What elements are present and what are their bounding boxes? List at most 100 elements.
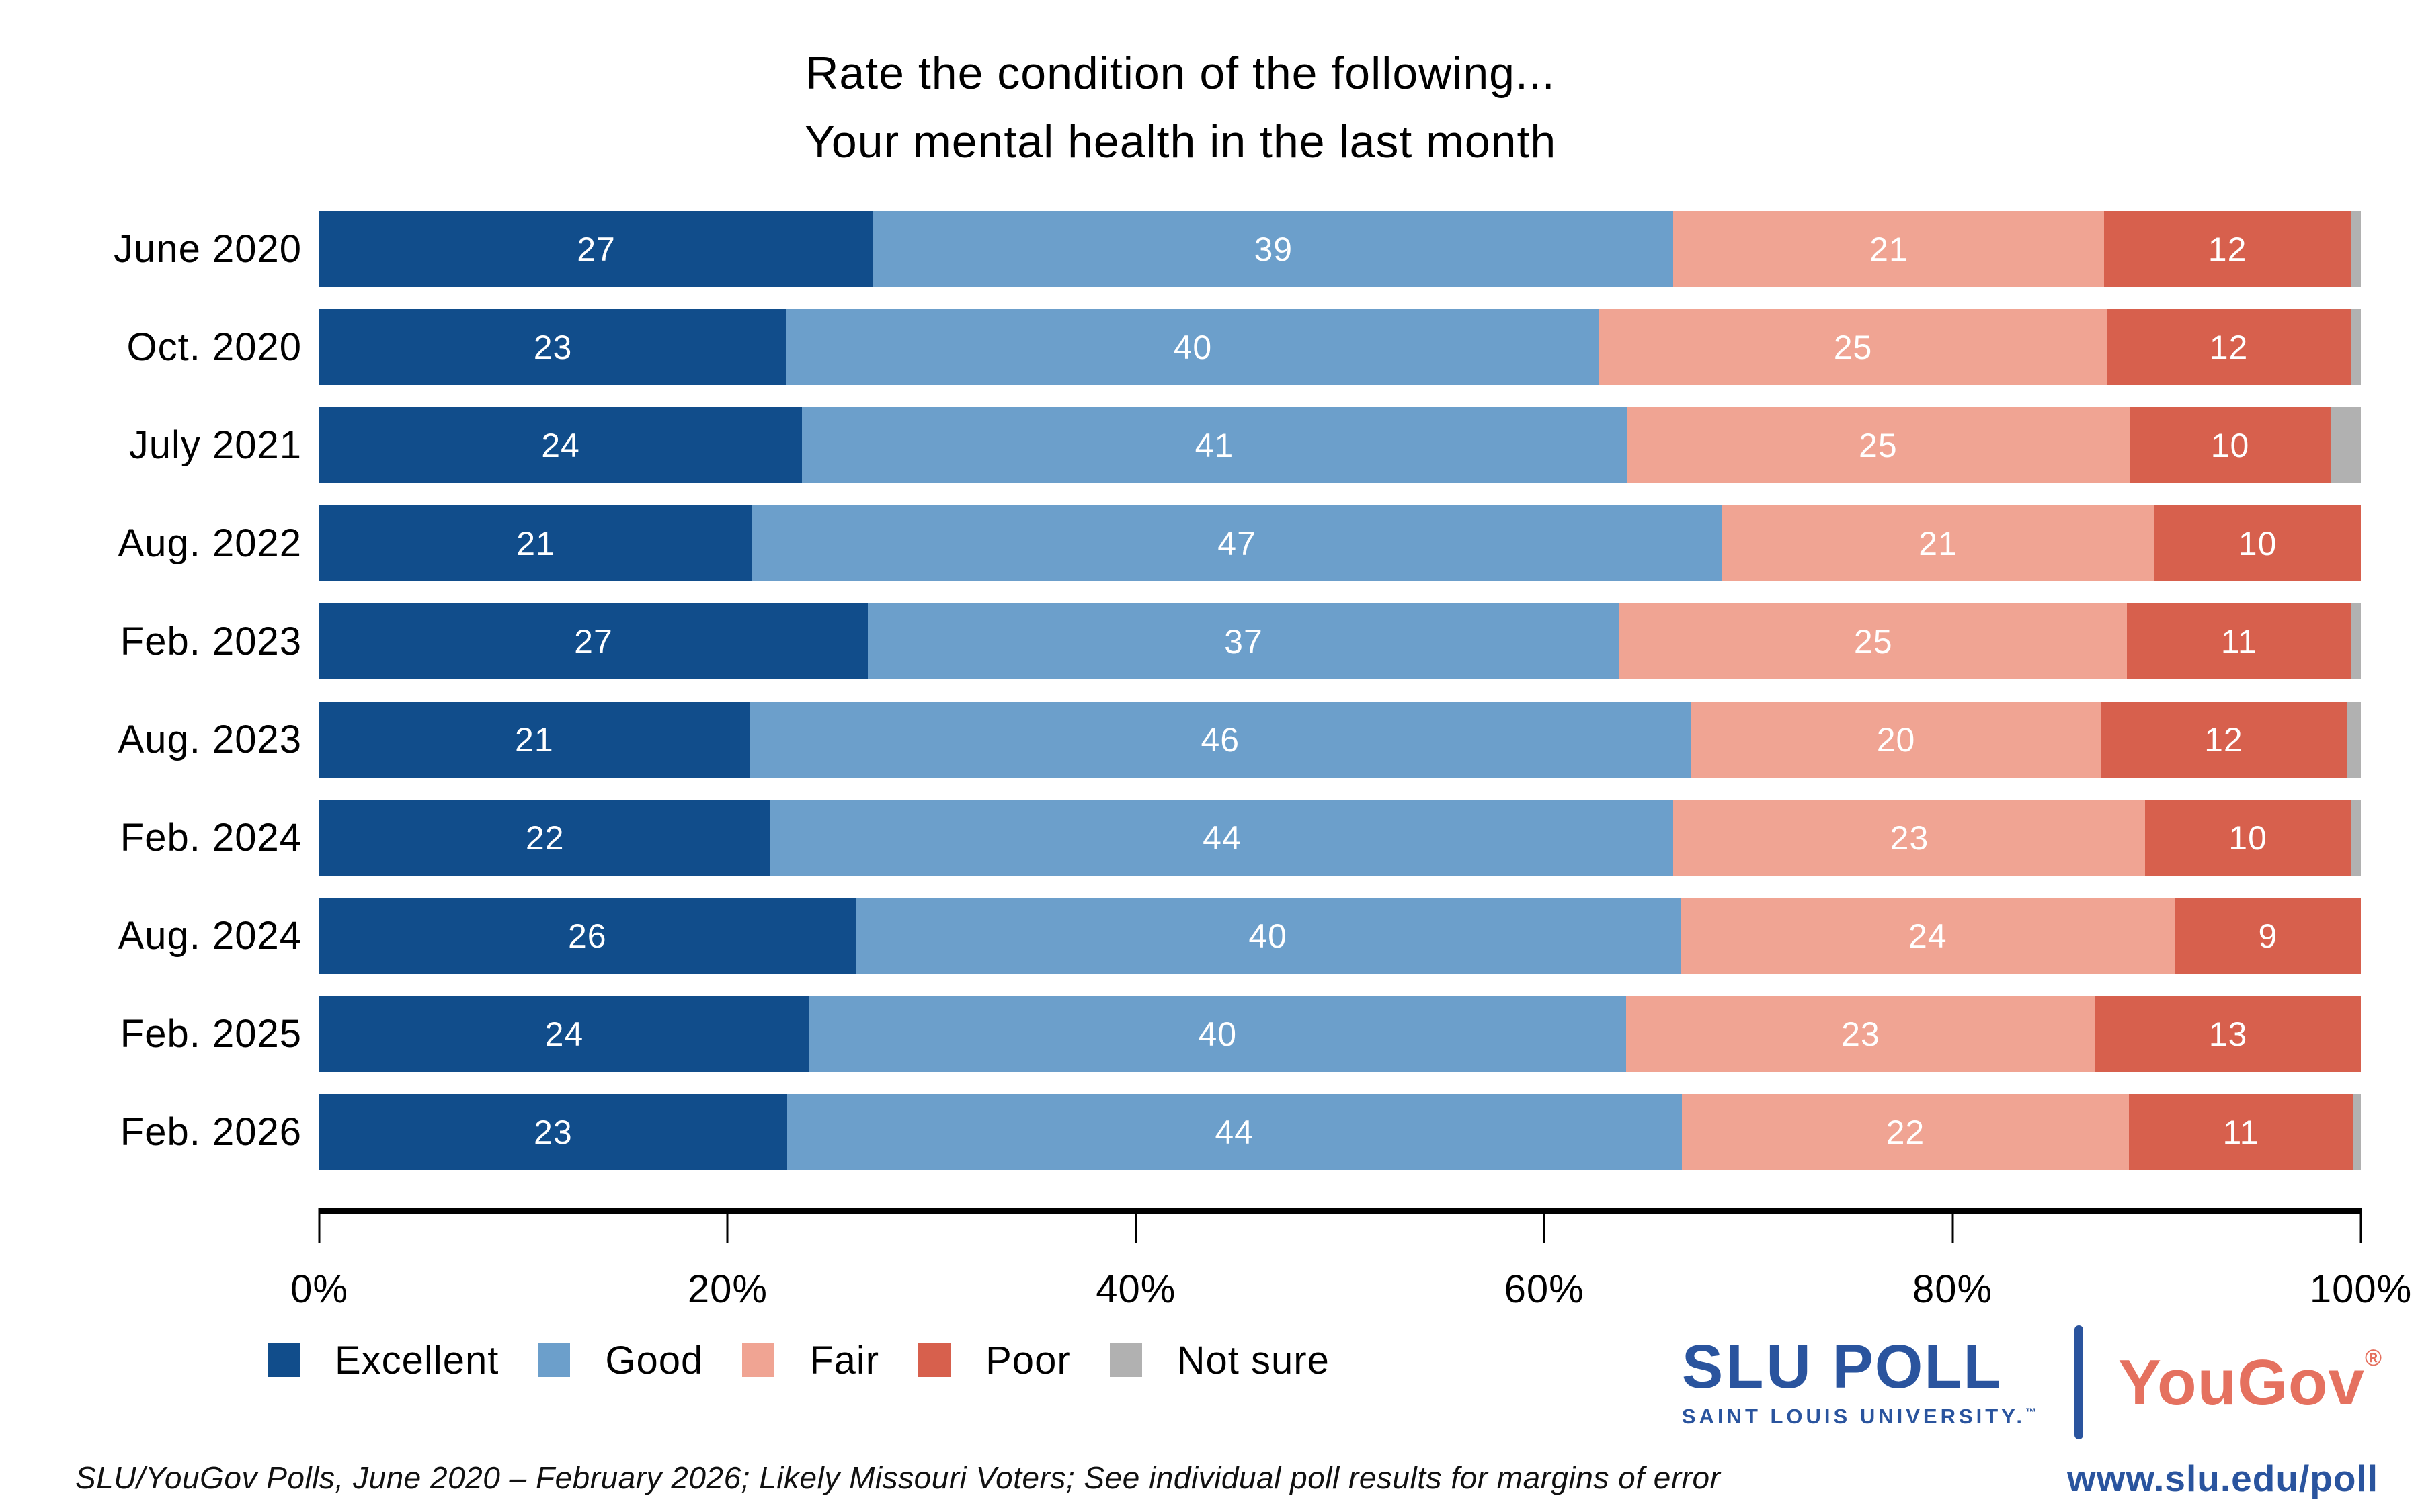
- segment-value: 23: [534, 1113, 573, 1151]
- segment-excellent: 21: [319, 505, 753, 581]
- x-axis-tick-label: 80%: [1912, 1267, 1993, 1311]
- category-label: Aug. 2024: [118, 914, 302, 958]
- bar-row-feb-2024: Feb. 2024 22 44 23 10: [0, 800, 2420, 876]
- slu-poll-wordmark: SLU POLL: [1682, 1336, 2040, 1398]
- x-axis-tick: [726, 1208, 729, 1243]
- segment-value: 47: [1217, 524, 1256, 562]
- segment-value: 21: [516, 524, 555, 562]
- segment-excellent: 23: [319, 309, 787, 385]
- bar-track: 22 44 23 10: [319, 800, 2361, 876]
- segment-excellent: 23: [319, 1094, 787, 1170]
- x-axis-tick: [1135, 1208, 1137, 1243]
- legend-item-excellent: Excellent: [268, 1338, 499, 1383]
- bar-track: 26 40 24 9: [319, 898, 2361, 974]
- segment-value: 39: [1254, 230, 1293, 268]
- yougov-wordmark: YouGov: [2118, 1346, 2365, 1419]
- segment-value: 21: [1869, 230, 1908, 268]
- slu-tagline: SAINT LOUIS UNIVERSITY.™: [1682, 1404, 2040, 1429]
- segment-value: 11: [2222, 1113, 2259, 1151]
- bar-track: 24 40 23 13: [319, 996, 2361, 1072]
- segment-poor: 10: [2129, 407, 2331, 483]
- segment-excellent: 21: [319, 702, 750, 778]
- legend-label: Poor: [985, 1338, 1071, 1382]
- segment-poor: 11: [2129, 1094, 2353, 1170]
- bar-track: 23 40 25 12: [319, 309, 2361, 385]
- segment-poor: 10: [2154, 505, 2361, 581]
- segment-fair: 25: [1619, 603, 2128, 679]
- segment-not-sure: [2350, 603, 2361, 679]
- segment-value: 26: [567, 917, 607, 955]
- segment-value: 20: [1876, 720, 1916, 759]
- x-axis-tick-label: 60%: [1504, 1267, 1584, 1311]
- registered-symbol: ®: [2364, 1345, 2382, 1371]
- segment-value: 25: [1859, 426, 1898, 464]
- segment-value: 13: [2208, 1015, 2248, 1053]
- legend-item-fair: Fair: [742, 1338, 879, 1383]
- bar-row-july-2021: July 2021 24 41 25 10: [0, 407, 2420, 483]
- segment-value: 9: [2258, 917, 2278, 955]
- slu-acronym: SLU: [1681, 1333, 1814, 1401]
- segment-value: 46: [1201, 720, 1240, 759]
- bar-track: 27 37 25 11: [319, 603, 2361, 679]
- legend-label: Excellent: [335, 1338, 499, 1382]
- segment-not-sure: [2331, 407, 2361, 483]
- x-axis-tick-label: 0%: [290, 1267, 348, 1311]
- segment-value: 25: [1833, 328, 1873, 366]
- segment-value: 11: [2220, 622, 2257, 661]
- legend-label: Fair: [809, 1338, 880, 1382]
- segment-good: 40: [787, 309, 1599, 385]
- bar-row-oct-2020: Oct. 2020 23 40 25 12: [0, 309, 2420, 385]
- segment-value: 23: [1890, 818, 1929, 857]
- segment-not-sure: [2352, 1094, 2361, 1170]
- segment-good: 40: [855, 898, 1681, 974]
- x-axis-tick-label: 40%: [1096, 1267, 1176, 1311]
- segment-value: 10: [2228, 818, 2267, 857]
- segment-good: 40: [809, 996, 1626, 1072]
- segment-value: 27: [577, 230, 616, 268]
- segment-value: 24: [1908, 917, 1947, 955]
- bar-row-june-2020: June 2020 27 39 21 12: [0, 211, 2420, 287]
- segment-fair: 23: [1625, 996, 2096, 1072]
- legend-swatch-not-sure: [1109, 1343, 1142, 1377]
- segment-value: 12: [2208, 230, 2247, 268]
- chart-title-line1: Rate the condition of the following...: [805, 48, 1556, 99]
- slu-tagline-text: SAINT LOUIS UNIVERSITY.: [1681, 1404, 2026, 1428]
- segment-value: 40: [1198, 1015, 1238, 1053]
- x-axis-line: [319, 1208, 2361, 1214]
- legend-swatch-poor: [918, 1343, 951, 1377]
- bar-row-feb-2023: Feb. 2023 27 37 25 11: [0, 603, 2420, 679]
- segment-poor: 13: [2095, 996, 2361, 1072]
- segment-fair: 25: [1599, 309, 2107, 385]
- bar-track: 24 41 25 10: [319, 407, 2361, 483]
- slu-poll-logo: SLU POLL SAINT LOUIS UNIVERSITY.™: [1682, 1336, 2040, 1429]
- segment-fair: 23: [1673, 800, 2146, 876]
- segment-value: 41: [1195, 426, 1234, 464]
- chart-title: Rate the condition of the following... Y…: [0, 0, 2361, 176]
- bar-row-aug-2023: Aug. 2023 21 46 20 12: [0, 702, 2420, 778]
- segment-fair: 21: [1722, 505, 2155, 581]
- slu-poll-url: www.slu.edu/poll: [2066, 1458, 2378, 1499]
- segment-value: 21: [515, 720, 554, 759]
- legend-swatch-excellent: [268, 1343, 300, 1377]
- category-label: Feb. 2023: [120, 620, 302, 663]
- bar-rows: June 2020 27 39 21 12 Oct. 2020 23 40 25 12 July 2…: [0, 211, 2420, 1170]
- bar-track: 27 39 21 12: [319, 211, 2361, 287]
- category-label: Aug. 2022: [118, 521, 302, 565]
- bar-row-feb-2026: Feb. 2026 23 44 22 11: [0, 1094, 2420, 1170]
- segment-value: 44: [1215, 1113, 1254, 1151]
- legend: Excellent Good Fair Poor Not sure: [268, 1338, 2420, 1383]
- bar-track: 21 47 21 10: [319, 505, 2361, 581]
- category-label: Oct. 2020: [126, 325, 302, 369]
- legend-item-good: Good: [538, 1338, 703, 1383]
- segment-value: 12: [2209, 328, 2249, 366]
- segment-not-sure: [2350, 309, 2361, 385]
- segment-poor: 9: [2175, 898, 2361, 974]
- segment-value: 21: [1919, 524, 1958, 562]
- segment-fair: 20: [1691, 702, 2101, 778]
- segment-good: 39: [873, 211, 1674, 287]
- segment-value: 44: [1203, 818, 1242, 857]
- segment-poor: 11: [2127, 603, 2351, 679]
- logo-divider: [2074, 1325, 2084, 1439]
- segment-poor: 12: [2107, 309, 2351, 385]
